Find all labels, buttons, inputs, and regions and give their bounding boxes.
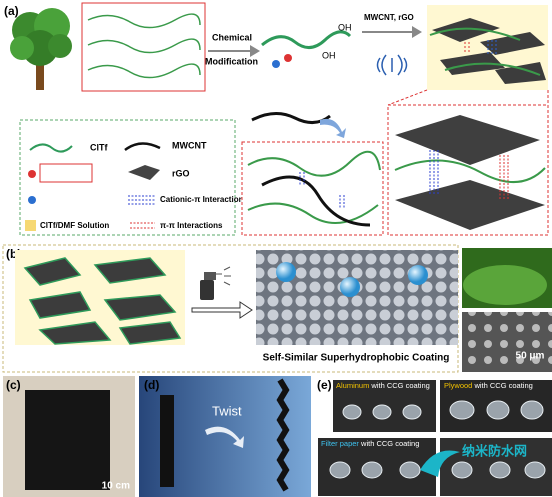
scale-label: 50 μm — [516, 351, 545, 362]
legend-text: ClTf — [90, 142, 108, 152]
watermark: 纳米防水网 — [462, 443, 527, 458]
substrate-label: Plywood with CCG coating — [444, 381, 533, 390]
step-label: Chemical — [212, 32, 252, 42]
legend-text: ClTf/DMF Solution — [40, 221, 109, 230]
leaf — [463, 265, 547, 305]
legend-text: Cationic-π Interactions — [160, 195, 248, 204]
legend-icon — [25, 220, 36, 231]
ion — [284, 54, 292, 62]
arrow — [320, 118, 346, 138]
interaction — [487, 40, 497, 55]
chains — [247, 150, 381, 224]
legend-text: rGO — [172, 168, 190, 178]
panel-label: (d) — [144, 378, 159, 392]
scale-label: 10 cm — [102, 481, 130, 492]
film — [25, 390, 110, 490]
arrow — [362, 26, 422, 38]
film — [160, 395, 174, 487]
caption: Self-Similar Superhydrophobic Coating — [263, 353, 450, 364]
panel-label: (a) — [4, 4, 19, 18]
cltf-molecule — [261, 30, 352, 49]
droplet — [276, 262, 296, 282]
rgo-sheets — [395, 115, 545, 230]
legend-icon — [39, 163, 93, 183]
droplets — [329, 400, 546, 479]
droplet — [340, 277, 360, 297]
legend-icon — [130, 222, 155, 229]
chains — [429, 27, 541, 76]
twisted-film — [276, 378, 290, 492]
rgo-sheets — [23, 257, 182, 345]
panel-label: (c) — [6, 378, 21, 392]
legend-icon — [128, 195, 155, 205]
hydroxyl: OH — [338, 22, 352, 32]
arrow — [205, 426, 244, 448]
sonication-icon — [376, 54, 408, 76]
mwcnt — [261, 175, 371, 227]
cellulose-chains — [87, 13, 201, 79]
substrate-label: Aluminum with CCG coating — [336, 381, 430, 390]
panel-label: (e) — [317, 378, 332, 392]
legend-icon — [29, 143, 73, 153]
tree — [10, 8, 72, 90]
mwcnt — [251, 112, 331, 124]
arrow — [208, 45, 260, 57]
legend-icon — [28, 196, 36, 204]
hydroxyl: OH — [322, 50, 336, 60]
legend-icon — [28, 170, 36, 178]
ion — [272, 60, 280, 68]
interaction — [429, 150, 439, 195]
legend-text: π-π Interactions — [160, 221, 223, 230]
arrow — [191, 301, 253, 319]
zoom-line — [387, 89, 549, 106]
step-label: Modification — [205, 56, 258, 66]
legend-text: MWCNT — [172, 140, 207, 150]
droplet — [408, 265, 428, 285]
panel-frame — [2, 244, 459, 373]
sem-image — [462, 312, 552, 372]
interaction — [499, 155, 509, 200]
step-label: MWCNT, rGO — [364, 13, 414, 22]
interaction — [299, 172, 345, 209]
chains — [394, 159, 546, 184]
spray-bottle — [200, 266, 231, 300]
interaction — [464, 42, 470, 54]
substrate-label: Filter paper with CCG coating — [321, 439, 419, 448]
action-label: Twist — [212, 403, 242, 418]
watermark-logo — [420, 450, 460, 477]
legend-icon — [124, 142, 161, 152]
legend-icon — [128, 165, 160, 180]
